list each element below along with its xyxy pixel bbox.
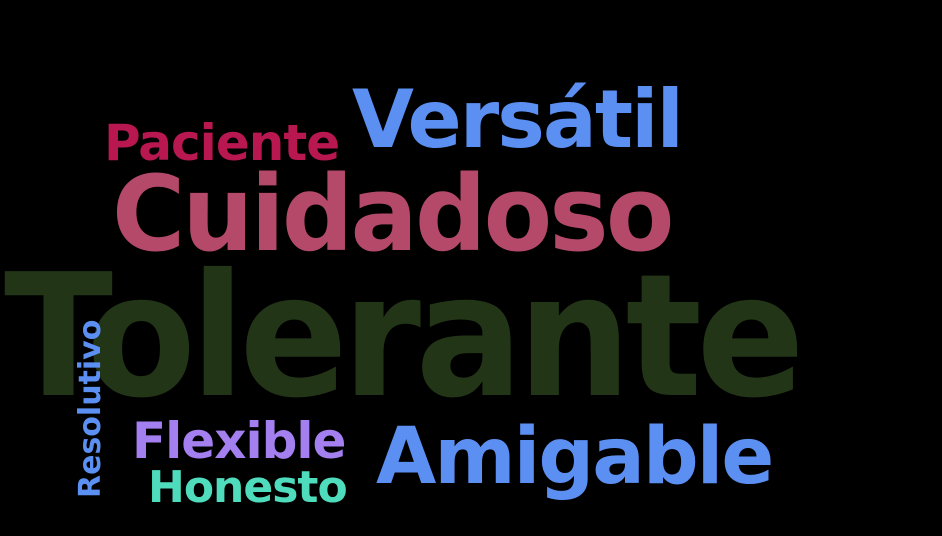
word-resolutivo: Resolutivo [73,319,108,498]
word-versatil: Versátil [352,73,684,166]
word-paciente: Paciente [104,114,340,172]
word-cuidadoso: Cuidadoso [112,153,674,275]
word-tolerante: Tolerante [4,238,805,436]
word-honesto: Honesto [148,462,348,513]
word-amigable: Amigable [376,412,774,502]
word-flexible: Flexible [132,412,346,470]
